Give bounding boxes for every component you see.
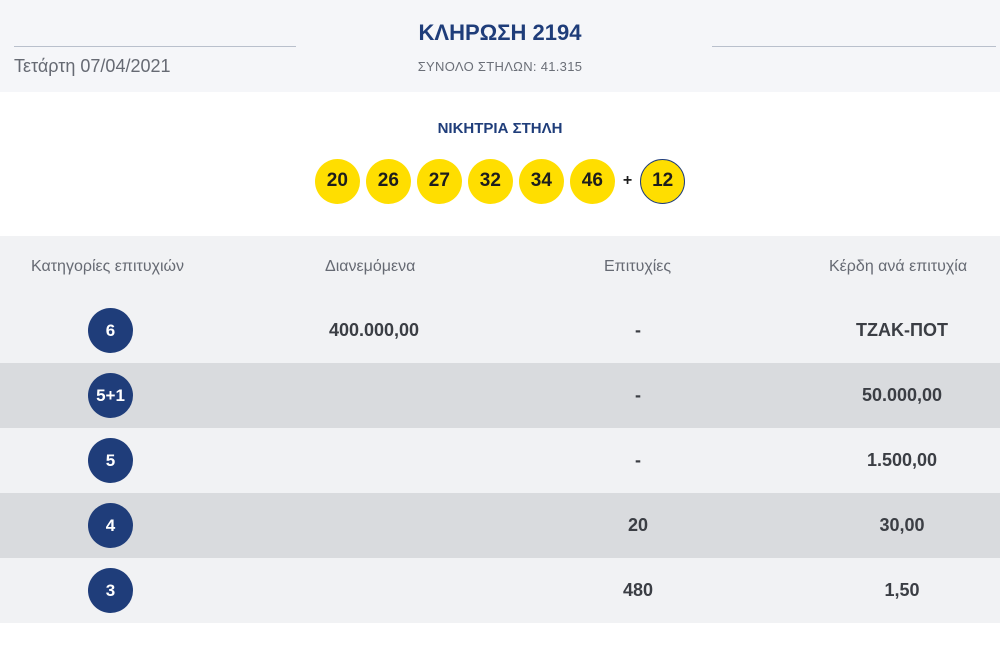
header-divider-right xyxy=(712,46,996,47)
header-distributed: Διανεμόμενα xyxy=(325,258,416,275)
distributed-cell xyxy=(274,428,474,493)
draw-title: ΚΛΗΡΩΣΗ 2194 xyxy=(418,20,582,45)
category-badge: 5+1 xyxy=(88,373,133,418)
prize-cell: 1,50 xyxy=(884,580,920,600)
winners-cell: - xyxy=(635,385,641,405)
distributed-cell xyxy=(274,558,474,623)
winning-column-label: ΝΙΚΗΤΡΙΑ ΣΤΗΛΗ xyxy=(437,120,563,137)
table-row: 4 20 30,00 xyxy=(0,493,1000,558)
winning-number-ball: 26 xyxy=(365,158,411,204)
prize-cell: 50.000,00 xyxy=(861,385,943,405)
header-category: Κατηγορίες επιτυχιών xyxy=(31,258,185,275)
table-row: 3 480 1,50 xyxy=(0,558,1000,623)
winning-number-ball: 46 xyxy=(569,158,615,204)
draw-header: Τετάρτη 07/04/2021 ΚΛΗΡΩΣΗ 2194 ΣΥΝΟΛΟ Σ… xyxy=(0,0,1000,92)
winning-number-ball: 27 xyxy=(416,158,462,204)
distributed-cell xyxy=(274,493,474,558)
distributed-cell: 400.000,00 xyxy=(328,320,420,340)
header-divider-left xyxy=(14,46,296,47)
category-badge: 5 xyxy=(88,438,133,483)
winning-numbers: 20 26 27 32 34 46 + 12 xyxy=(0,158,1000,204)
category-badge: 3 xyxy=(88,568,133,613)
prize-cell: ΤΖΑΚ-ΠΟΤ xyxy=(856,320,948,340)
winners-cell: - xyxy=(635,320,641,340)
table-row: 6 400.000,00 - ΤΖΑΚ-ΠΟΤ xyxy=(0,298,1000,363)
table-row: 5 - 1.500,00 xyxy=(0,428,1000,493)
winning-number-ball: 34 xyxy=(518,158,564,204)
header-winners: Επιτυχίες xyxy=(604,258,672,275)
draw-date: Τετάρτη 07/04/2021 xyxy=(14,56,171,76)
winners-cell: - xyxy=(635,450,641,470)
winners-cell: 20 xyxy=(627,515,649,535)
category-badge: 6 xyxy=(88,308,133,353)
winning-number-ball: 20 xyxy=(314,158,360,204)
category-badge: 4 xyxy=(88,503,133,548)
joker-number-ball: 12 xyxy=(640,158,686,204)
distributed-cell xyxy=(274,363,474,428)
table-row: 5+1 - 50.000,00 xyxy=(0,363,1000,428)
winners-cell: 480 xyxy=(622,580,654,600)
total-columns: ΣΥΝΟΛΟ ΣΤΗΛΩΝ: 41.315 xyxy=(417,59,583,74)
plus-sign: + xyxy=(622,172,633,189)
header-prize: Κέρδη ανά επιτυχία xyxy=(829,258,968,275)
prize-cell: 30,00 xyxy=(879,515,925,535)
results-table-header xyxy=(0,236,1000,298)
winning-number-ball: 32 xyxy=(467,158,513,204)
prize-cell: 1.500,00 xyxy=(866,450,938,470)
